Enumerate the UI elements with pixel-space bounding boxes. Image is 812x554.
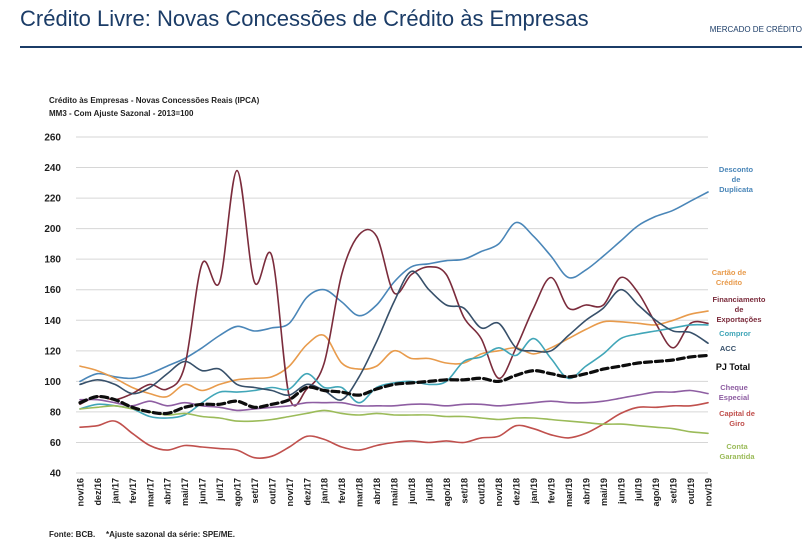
x-tick-label: out/19 <box>686 478 696 505</box>
x-tick-label: jul/18 <box>424 478 434 502</box>
x-tick-label: dez/18 <box>512 478 522 506</box>
section-tag: MERCADO DE CRÉDITO <box>709 25 802 34</box>
x-tick-label: nov/19 <box>704 478 714 507</box>
source-note: Fonte: BCB. <box>49 530 96 539</box>
x-tick-label: out/17 <box>267 478 277 505</box>
x-tick-label: mai/18 <box>390 478 400 506</box>
legend-label-desconto-de-duplicata: Desconto de Duplicata <box>719 165 754 194</box>
x-tick-label: mar/19 <box>564 478 574 507</box>
x-tick-label: set/18 <box>459 478 469 504</box>
x-tick-label: fev/18 <box>337 478 347 504</box>
y-tick-label: 160 <box>44 285 61 296</box>
x-tick-label: mai/19 <box>599 478 609 506</box>
x-tick-label: nov/16 <box>76 478 86 507</box>
x-tick-label: mai/17 <box>180 478 190 506</box>
series-line-acc <box>79 270 709 401</box>
x-tick-label: ago/19 <box>651 478 661 507</box>
legend-label-pj-total: PJ Total <box>716 362 750 372</box>
y-tick-label: 100 <box>44 377 61 388</box>
x-tick-label: nov/17 <box>285 478 295 507</box>
x-tick-label: jan/18 <box>320 478 330 505</box>
series-line-financiamento-de-exporta-es <box>79 169 709 407</box>
x-tick-label: jun/18 <box>407 478 417 505</box>
x-tick-label: jun/19 <box>616 478 626 505</box>
x-tick-label: dez/16 <box>93 478 103 506</box>
footnote: *Ajuste sazonal da série: SPE/ME. <box>106 530 235 539</box>
x-tick-label: set/19 <box>669 478 679 504</box>
x-tick-label: dez/17 <box>302 478 312 506</box>
y-tick-label: 60 <box>50 438 62 449</box>
chart-title: Crédito às Empresas - Novas Concessões R… <box>49 96 260 105</box>
series-line-conta-garantida <box>79 404 709 435</box>
series-line-pj-total <box>78 353 710 416</box>
legend-label-cheque-especial: Cheque Especial <box>719 383 749 402</box>
x-tick-label: set/17 <box>250 478 260 504</box>
legend-label-compror: Compror <box>719 329 751 338</box>
series-line-compror <box>79 323 709 419</box>
x-tick-label: mar/18 <box>355 478 365 507</box>
title-divider <box>20 46 802 48</box>
x-tick-label: jun/17 <box>198 478 208 505</box>
x-tick-label: ago/17 <box>233 478 243 507</box>
x-tick-label: abr/19 <box>581 478 591 505</box>
x-tick-label: jan/17 <box>110 478 120 505</box>
page-title: Crédito Livre: Novas Concessões de Crédi… <box>20 6 589 31</box>
x-tick-label: jul/19 <box>634 478 644 502</box>
legend-label-acc: ACC <box>720 344 737 353</box>
x-tick-label: jul/17 <box>215 478 225 502</box>
x-tick-label: out/18 <box>477 478 487 505</box>
y-tick-label: 80 <box>50 407 62 418</box>
x-tick-label: ago/18 <box>442 478 452 507</box>
y-tick-label: 260 <box>44 133 61 144</box>
series-line-desconto-de-duplicata <box>79 191 709 383</box>
x-tick-label: abr/17 <box>163 478 173 505</box>
x-tick-label: mar/17 <box>145 478 155 507</box>
series-line-cart-o-de-cr-dito <box>79 310 709 398</box>
y-tick-label: 120 <box>44 346 61 357</box>
y-tick-label: 220 <box>44 194 61 205</box>
x-tick-label: fev/19 <box>547 478 557 504</box>
y-tick-label: 140 <box>44 316 61 327</box>
x-tick-label: fev/17 <box>128 478 138 504</box>
legend-label-capital-de-giro: Capital de Giro <box>719 409 755 428</box>
x-tick-label: jan/19 <box>529 478 539 505</box>
legend-label-cart-o-de-cr-dito: Cartão de Crédito <box>712 268 747 287</box>
y-tick-label: 180 <box>44 255 61 266</box>
series-line-cheque-especial <box>79 389 709 412</box>
x-tick-label: abr/18 <box>372 478 382 505</box>
x-tick-label: nov/18 <box>494 478 504 507</box>
y-tick-label: 40 <box>50 469 62 480</box>
legend-label-financiamento-de-exporta-es: Financiamento de Exportações <box>713 295 766 324</box>
legend-label-conta-garantida: Conta Garantida <box>719 442 755 461</box>
y-tick-label: 240 <box>44 163 61 174</box>
y-tick-label: 200 <box>44 224 61 235</box>
chart-subtitle: MM3 - Com Ajuste Sazonal - 2013=100 <box>49 109 194 118</box>
